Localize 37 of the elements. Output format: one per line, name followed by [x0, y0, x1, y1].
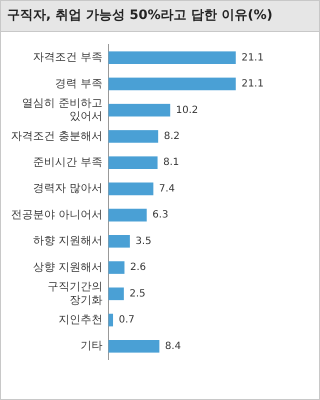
data-label: 8.1 — [163, 157, 180, 168]
chart-title: 구직자, 취업 가능성 50%라고 답한 이유(%) — [1, 1, 319, 32]
data-label: 8.4 — [165, 340, 181, 352]
bar — [108, 156, 158, 169]
data-label: 2.5 — [130, 288, 146, 300]
y-tick-label: 준비시간 부족 — [32, 156, 102, 169]
y-tick-label: 자격조건 부족 — [32, 50, 102, 64]
data-label: 10.2 — [176, 104, 198, 116]
bar — [108, 78, 236, 90]
bar — [108, 130, 158, 143]
bar — [108, 261, 124, 274]
y-tick-label: 경력자 많아서 — [32, 182, 102, 195]
y-tick-label: 지인추천 — [58, 312, 102, 326]
bar — [108, 287, 124, 300]
data-label: 21.1 — [241, 52, 264, 64]
bar — [108, 314, 114, 326]
bar — [108, 182, 154, 196]
bar — [108, 235, 130, 248]
data-label: 7.4 — [159, 183, 175, 194]
data-label: 21.1 — [241, 78, 264, 90]
data-label: 3.5 — [136, 236, 152, 247]
y-tick-label: 기타 — [80, 339, 102, 352]
data-label: 6.3 — [152, 210, 168, 221]
y-tick-label: 경력 부족 — [54, 76, 102, 90]
y-tick-label: 구직기간의 장기화 — [47, 280, 102, 306]
data-label: 0.7 — [118, 314, 135, 326]
bar — [108, 340, 160, 353]
y-tick-label: 자격조건 충분해서 — [10, 129, 102, 142]
bar — [108, 208, 147, 222]
data-label: 8.2 — [164, 131, 180, 142]
y-tick-label: 열심히 준비하고 있어서 — [22, 96, 102, 123]
bar — [108, 104, 170, 117]
bar — [108, 51, 236, 64]
y-tick-label: 하향 지원해서 — [32, 234, 102, 248]
y-tick-label: 상향 지원해서 — [32, 260, 102, 274]
y-tick-label: 전공분야 아니어서 — [10, 208, 102, 221]
data-label: 2.6 — [130, 262, 146, 274]
